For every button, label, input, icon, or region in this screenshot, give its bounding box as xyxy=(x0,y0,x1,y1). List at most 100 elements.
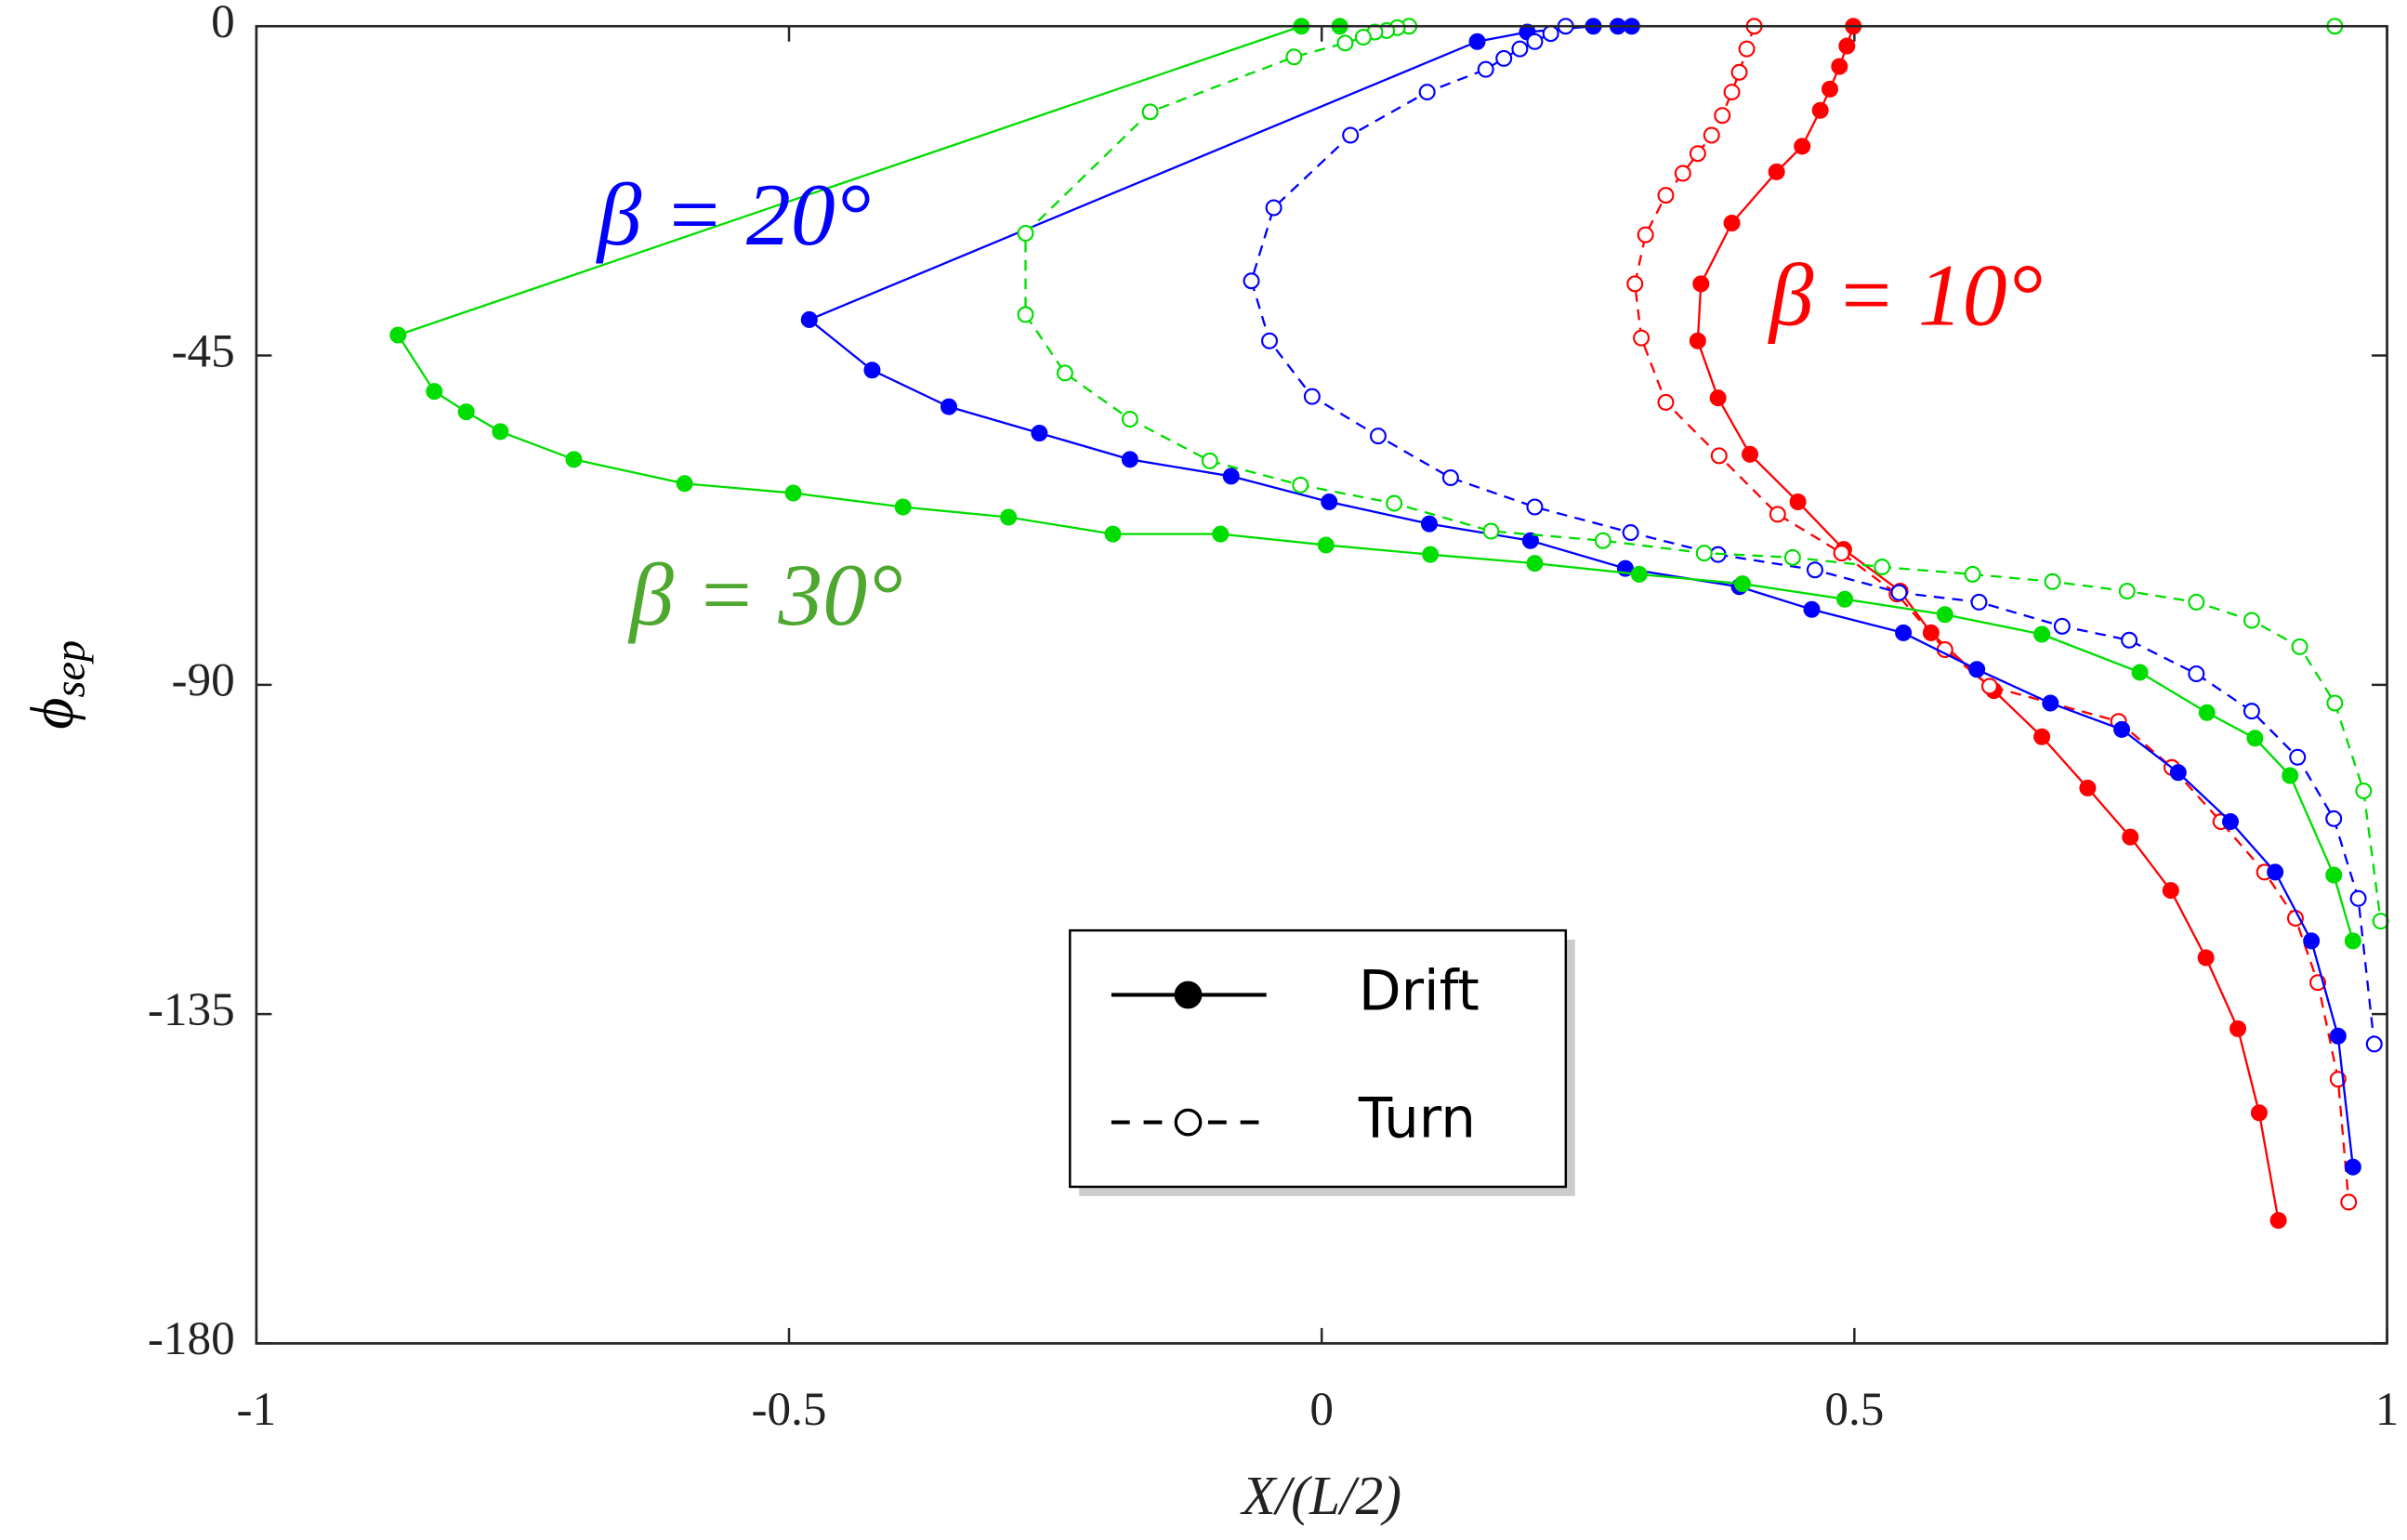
data-point xyxy=(940,398,957,415)
data-point xyxy=(1031,424,1048,441)
data-point xyxy=(2326,694,2344,712)
data-point xyxy=(2344,932,2361,950)
data-point xyxy=(1495,49,1513,67)
data-point xyxy=(2329,1027,2347,1045)
data-point xyxy=(1285,48,1303,66)
data-point xyxy=(1689,332,1706,349)
data-point xyxy=(457,403,475,421)
data-point xyxy=(1789,493,1807,510)
plot-frame xyxy=(255,24,2388,1345)
series-line xyxy=(1250,25,2375,1045)
data-point xyxy=(800,310,818,328)
data-point xyxy=(2229,1020,2247,1037)
data-point xyxy=(1890,584,1908,601)
data-point xyxy=(2122,828,2139,846)
data-point xyxy=(1321,493,1338,510)
data-point xyxy=(2198,704,2216,721)
data-point xyxy=(1511,40,1529,58)
data-point xyxy=(1692,275,1710,293)
series xyxy=(800,18,2361,1176)
data-point xyxy=(2372,913,2389,930)
data-point xyxy=(2188,593,2205,611)
legend: Drift Turn xyxy=(1069,928,1575,1196)
data-point xyxy=(1386,494,1403,512)
data-point xyxy=(1723,215,1741,232)
data-point xyxy=(1121,451,1138,468)
x-axis-label: X/(L/2) xyxy=(1240,1465,1401,1526)
data-point xyxy=(2113,720,2131,738)
data-point xyxy=(894,498,912,516)
data-point xyxy=(1292,476,1309,494)
legend-marker xyxy=(1174,981,1203,1009)
data-point xyxy=(1689,145,1706,163)
data-point xyxy=(1783,548,1801,566)
x-tick-label: 0 xyxy=(1309,1383,1334,1436)
data-point xyxy=(565,451,583,468)
data-point xyxy=(2282,767,2299,784)
y-axis-label: ϕsep xyxy=(19,640,94,730)
data-point xyxy=(2349,889,2367,907)
data-point xyxy=(1121,411,1138,428)
data-point xyxy=(1968,661,1986,678)
data-point xyxy=(2250,1104,2268,1122)
data-point xyxy=(1821,80,1838,98)
data-point xyxy=(2246,730,2264,747)
data-point xyxy=(863,362,881,379)
data-point xyxy=(2121,631,2138,649)
data-point xyxy=(676,475,693,493)
data-point xyxy=(1657,187,1675,204)
data-point xyxy=(2243,703,2260,720)
data-point xyxy=(1342,126,1360,144)
data-point xyxy=(2267,863,2284,881)
y-tick-label: -90 xyxy=(171,654,234,707)
data-point xyxy=(2044,573,2061,590)
annotation: β = 20° xyxy=(596,165,871,264)
data-point xyxy=(1895,624,1913,641)
data-point xyxy=(2355,782,2373,799)
data-point xyxy=(1794,138,1811,155)
legend-marker xyxy=(1174,1108,1203,1137)
data-point xyxy=(1964,565,1981,583)
data-point xyxy=(2340,1193,2358,1211)
data-point xyxy=(1733,575,1751,593)
data-point xyxy=(1017,225,1034,243)
data-point xyxy=(2344,1158,2361,1176)
data-point xyxy=(2033,728,2051,745)
data-point xyxy=(1056,364,1073,382)
x-tick-label: 0.5 xyxy=(1824,1383,1884,1436)
data-point xyxy=(1336,34,1354,52)
data-point xyxy=(1526,555,1544,573)
data-point xyxy=(389,326,407,344)
y-tick-label: -180 xyxy=(148,1312,235,1365)
data-point xyxy=(1141,103,1159,121)
data-point xyxy=(784,484,802,502)
data-point xyxy=(1831,58,1848,75)
data-point xyxy=(1874,559,1891,576)
x-tick-label: 1 xyxy=(2375,1383,2400,1436)
data-point xyxy=(2118,583,2136,600)
legend-label: Drift xyxy=(1359,960,1480,1024)
x-tick-label: -1 xyxy=(237,1383,277,1436)
data-point xyxy=(1730,63,1748,81)
data-point xyxy=(1742,445,1759,463)
y-tick-label: -45 xyxy=(171,324,234,377)
data-point xyxy=(1703,126,1720,144)
data-point xyxy=(1017,306,1034,323)
data-point xyxy=(1542,25,1559,43)
data-point xyxy=(1970,593,1988,611)
data-point xyxy=(2291,638,2308,655)
data-point xyxy=(1369,428,1387,445)
data-point xyxy=(1738,40,1756,58)
data-point xyxy=(2131,664,2149,681)
y-tick-label: -135 xyxy=(148,983,235,1036)
x-tick-label: -0.5 xyxy=(752,1383,827,1436)
data-point xyxy=(1723,84,1741,101)
data-point xyxy=(1936,641,1953,659)
data-point xyxy=(1768,163,1785,180)
data-point xyxy=(1303,388,1321,405)
data-point xyxy=(1714,107,1731,125)
data-point xyxy=(1833,545,1850,562)
data-point xyxy=(1803,600,1821,618)
data-point xyxy=(1468,33,1486,50)
